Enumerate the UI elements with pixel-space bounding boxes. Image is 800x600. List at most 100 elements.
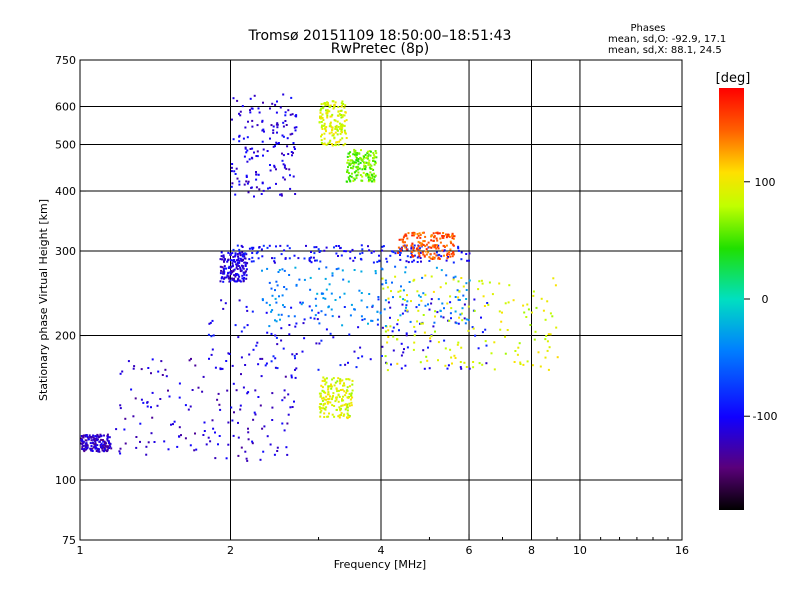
data-point	[94, 441, 97, 444]
data-point	[274, 357, 277, 360]
data-point	[411, 242, 414, 245]
data-point	[231, 364, 234, 367]
data-point	[241, 274, 244, 277]
data-point	[101, 444, 104, 447]
data-point	[329, 395, 331, 398]
data-point	[348, 378, 351, 381]
data-point	[170, 423, 172, 426]
data-point	[343, 390, 346, 393]
data-point	[103, 442, 106, 444]
data-point	[378, 254, 380, 257]
data-point	[381, 249, 384, 252]
data-point	[236, 262, 239, 265]
data-point	[285, 446, 288, 449]
data-point	[253, 94, 256, 97]
data-point	[232, 97, 235, 100]
data-point	[275, 141, 278, 144]
data-point	[424, 274, 427, 277]
data-point	[107, 435, 109, 438]
data-point	[328, 412, 330, 415]
data-point	[275, 336, 278, 339]
data-point	[312, 256, 315, 259]
data-point	[295, 126, 298, 129]
data-point	[124, 442, 127, 445]
data-point	[86, 436, 89, 438]
data-point	[333, 246, 335, 249]
data-point	[460, 277, 463, 279]
data-point	[415, 249, 418, 252]
data-point	[347, 172, 350, 175]
data-point	[384, 279, 387, 282]
data-point	[275, 182, 277, 185]
data-point	[239, 404, 242, 407]
data-point	[485, 344, 488, 347]
data-point	[339, 296, 341, 299]
data-point	[371, 319, 374, 322]
data-point	[98, 440, 101, 443]
data-point	[384, 355, 387, 358]
data-point	[400, 285, 402, 288]
data-point	[338, 416, 341, 419]
data-point	[372, 168, 375, 171]
data-point	[399, 289, 402, 292]
data-point	[331, 315, 334, 318]
data-point	[243, 326, 246, 329]
data-point	[409, 256, 412, 259]
data-point	[457, 298, 460, 301]
data-point	[288, 168, 291, 171]
data-point	[283, 249, 286, 252]
data-point	[400, 238, 403, 241]
data-point	[276, 446, 279, 449]
data-point	[376, 323, 379, 326]
data-point	[441, 234, 444, 237]
data-point	[340, 116, 343, 119]
data-point	[396, 338, 399, 341]
data-point	[435, 247, 438, 250]
data-point	[266, 435, 269, 438]
data-point	[508, 284, 511, 287]
data-point	[351, 162, 354, 164]
data-point	[363, 161, 365, 164]
data-point	[419, 247, 421, 250]
data-point	[331, 126, 334, 129]
data-point	[551, 315, 554, 318]
y-tick-label: 200	[55, 330, 76, 343]
data-point	[522, 363, 525, 366]
data-point	[257, 363, 260, 366]
data-point	[366, 157, 369, 160]
data-point	[447, 256, 449, 258]
data-point	[360, 315, 363, 318]
data-point	[95, 437, 98, 440]
data-point	[91, 450, 94, 452]
data-point	[324, 402, 327, 405]
data-point	[349, 151, 352, 154]
data-point	[279, 193, 282, 196]
data-point	[246, 459, 249, 462]
data-point	[150, 406, 152, 409]
data-point	[210, 335, 213, 338]
data-point	[274, 366, 277, 369]
data-point	[325, 143, 328, 146]
data-point	[324, 128, 327, 131]
data-point	[405, 248, 408, 251]
data-point	[242, 280, 245, 283]
data-point	[269, 443, 272, 446]
data-point	[371, 177, 373, 180]
data-point	[327, 104, 330, 106]
data-point	[552, 277, 555, 280]
data-point	[314, 314, 317, 317]
data-point	[142, 401, 145, 404]
data-point	[374, 162, 377, 165]
data-point	[282, 304, 284, 307]
data-point	[338, 406, 341, 409]
data-point	[317, 248, 320, 251]
data-point	[350, 175, 353, 178]
data-point	[289, 133, 292, 136]
data-point	[461, 307, 464, 310]
data-point	[94, 442, 97, 445]
data-point	[331, 413, 334, 416]
data-point	[221, 367, 224, 370]
data-point	[262, 101, 264, 104]
data-point	[283, 306, 286, 308]
data-point	[151, 391, 154, 394]
